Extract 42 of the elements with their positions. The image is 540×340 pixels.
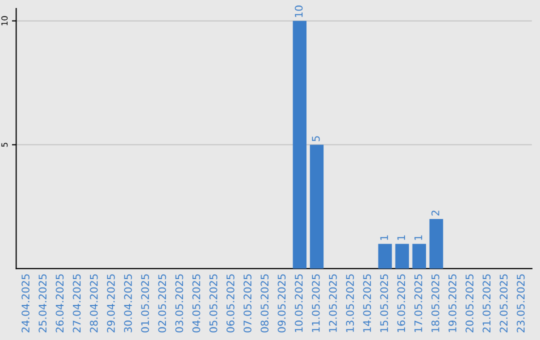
bar bbox=[412, 244, 426, 269]
x-tick-label: 25.04.2025 bbox=[38, 274, 47, 332]
data-label: 1 bbox=[414, 235, 422, 240]
x-tick-label: 03.05.2025 bbox=[175, 274, 184, 332]
x-tick-label: 07.05.2025 bbox=[244, 274, 252, 332]
x-tick-label: 11.05.2025 bbox=[312, 274, 320, 332]
x-tick-label: 30.04.2025 bbox=[124, 274, 132, 332]
x-tick-label: 05.05.2025 bbox=[209, 274, 218, 332]
x-tick-label: 17.05.2025 bbox=[414, 274, 422, 332]
data-label: 10 bbox=[294, 6, 303, 17]
x-tick-label: 09.05.2025 bbox=[278, 274, 286, 332]
x-tick-label: 22.05.2025 bbox=[500, 274, 508, 332]
x-tick-label: 26.04.2025 bbox=[56, 274, 64, 332]
x-tick-label: 10.05.2025 bbox=[294, 274, 303, 332]
x-tick-label: 08.05.2025 bbox=[260, 274, 269, 332]
x-tick-label: 16.05.2025 bbox=[397, 274, 406, 332]
x-tick-label: 13.05.2025 bbox=[346, 274, 354, 332]
x-tick-label: 28.04.2025 bbox=[90, 274, 98, 332]
bar bbox=[378, 244, 392, 269]
x-tick-label: 18.05.2025 bbox=[431, 274, 440, 332]
data-label: 1 bbox=[397, 235, 405, 240]
x-tick-label: 24.04.2025 bbox=[22, 274, 30, 332]
x-tick-label: 01.05.2025 bbox=[141, 274, 149, 332]
x-tick-label: 15.05.2025 bbox=[380, 274, 388, 332]
x-tick-label: 12.05.2025 bbox=[328, 274, 337, 332]
x-tick-label: 20.05.2025 bbox=[466, 274, 474, 332]
x-tick-label: 19.05.2025 bbox=[448, 274, 456, 332]
x-tick-label: 29.04.2025 bbox=[106, 274, 115, 332]
data-label: 1 bbox=[380, 235, 388, 240]
x-tick-label: 06.05.2025 bbox=[226, 274, 234, 332]
bar bbox=[429, 219, 444, 269]
data-label: 2 bbox=[431, 210, 440, 216]
bar bbox=[292, 20, 306, 269]
bar bbox=[310, 144, 324, 269]
x-tick-label: 14.05.2025 bbox=[363, 274, 371, 332]
x-tick-label: 04.05.2025 bbox=[192, 274, 200, 332]
x-tick-label: 21.05.2025 bbox=[482, 274, 491, 332]
x-tick-label: 23.05.2025 bbox=[516, 274, 525, 332]
data-label: 5 bbox=[312, 136, 320, 142]
x-tick-label: 27.04.2025 bbox=[72, 274, 81, 332]
bar bbox=[395, 244, 409, 269]
x-tick-label: 02.05.2025 bbox=[158, 274, 166, 332]
